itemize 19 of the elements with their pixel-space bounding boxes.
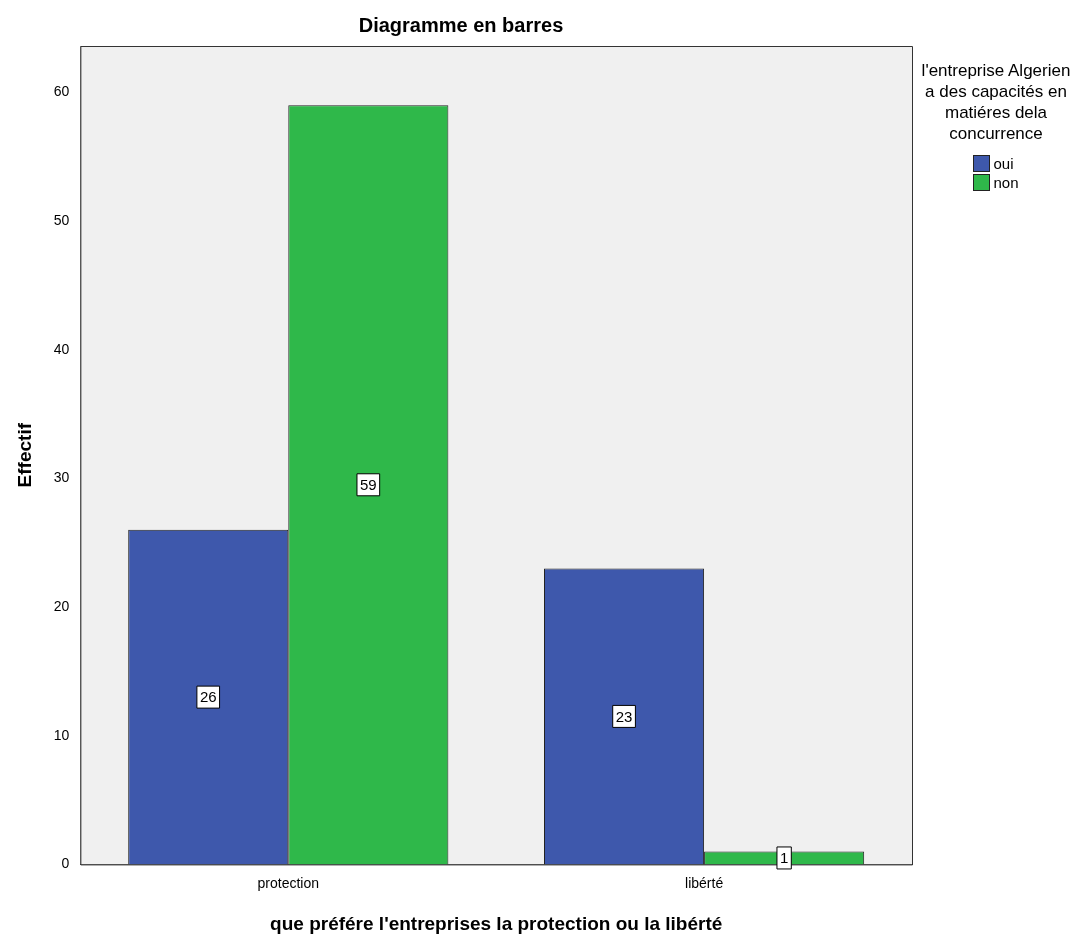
chart-title: Diagramme en barres: [358, 13, 564, 36]
y-tick-label: 10: [53, 726, 70, 743]
y-tick-label: 0: [61, 855, 70, 872]
legend-label: non: [993, 173, 1019, 192]
y-tick-label: 60: [53, 83, 70, 100]
data-label: 1: [779, 849, 789, 867]
y-tick-label: 30: [53, 469, 70, 486]
x-axis-title: que préfére l'entreprises la protection ou la libérté: [270, 912, 723, 934]
legend-title: l'entreprise Algerien a des capacités en matiéres dela concurrence: [920, 60, 1072, 144]
y-tick-label: 40: [53, 340, 70, 357]
x-tick-label: libérté: [685, 874, 724, 891]
y-axis-title: Effectif: [13, 422, 35, 488]
data-label: 23: [615, 707, 633, 725]
legend-label: oui: [993, 154, 1014, 173]
data-label: 59: [359, 475, 377, 493]
y-tick-label: 50: [53, 211, 70, 228]
x-tick-label: protection: [257, 874, 320, 891]
y-tick-label: 20: [53, 597, 70, 614]
data-label: 26: [199, 688, 217, 706]
